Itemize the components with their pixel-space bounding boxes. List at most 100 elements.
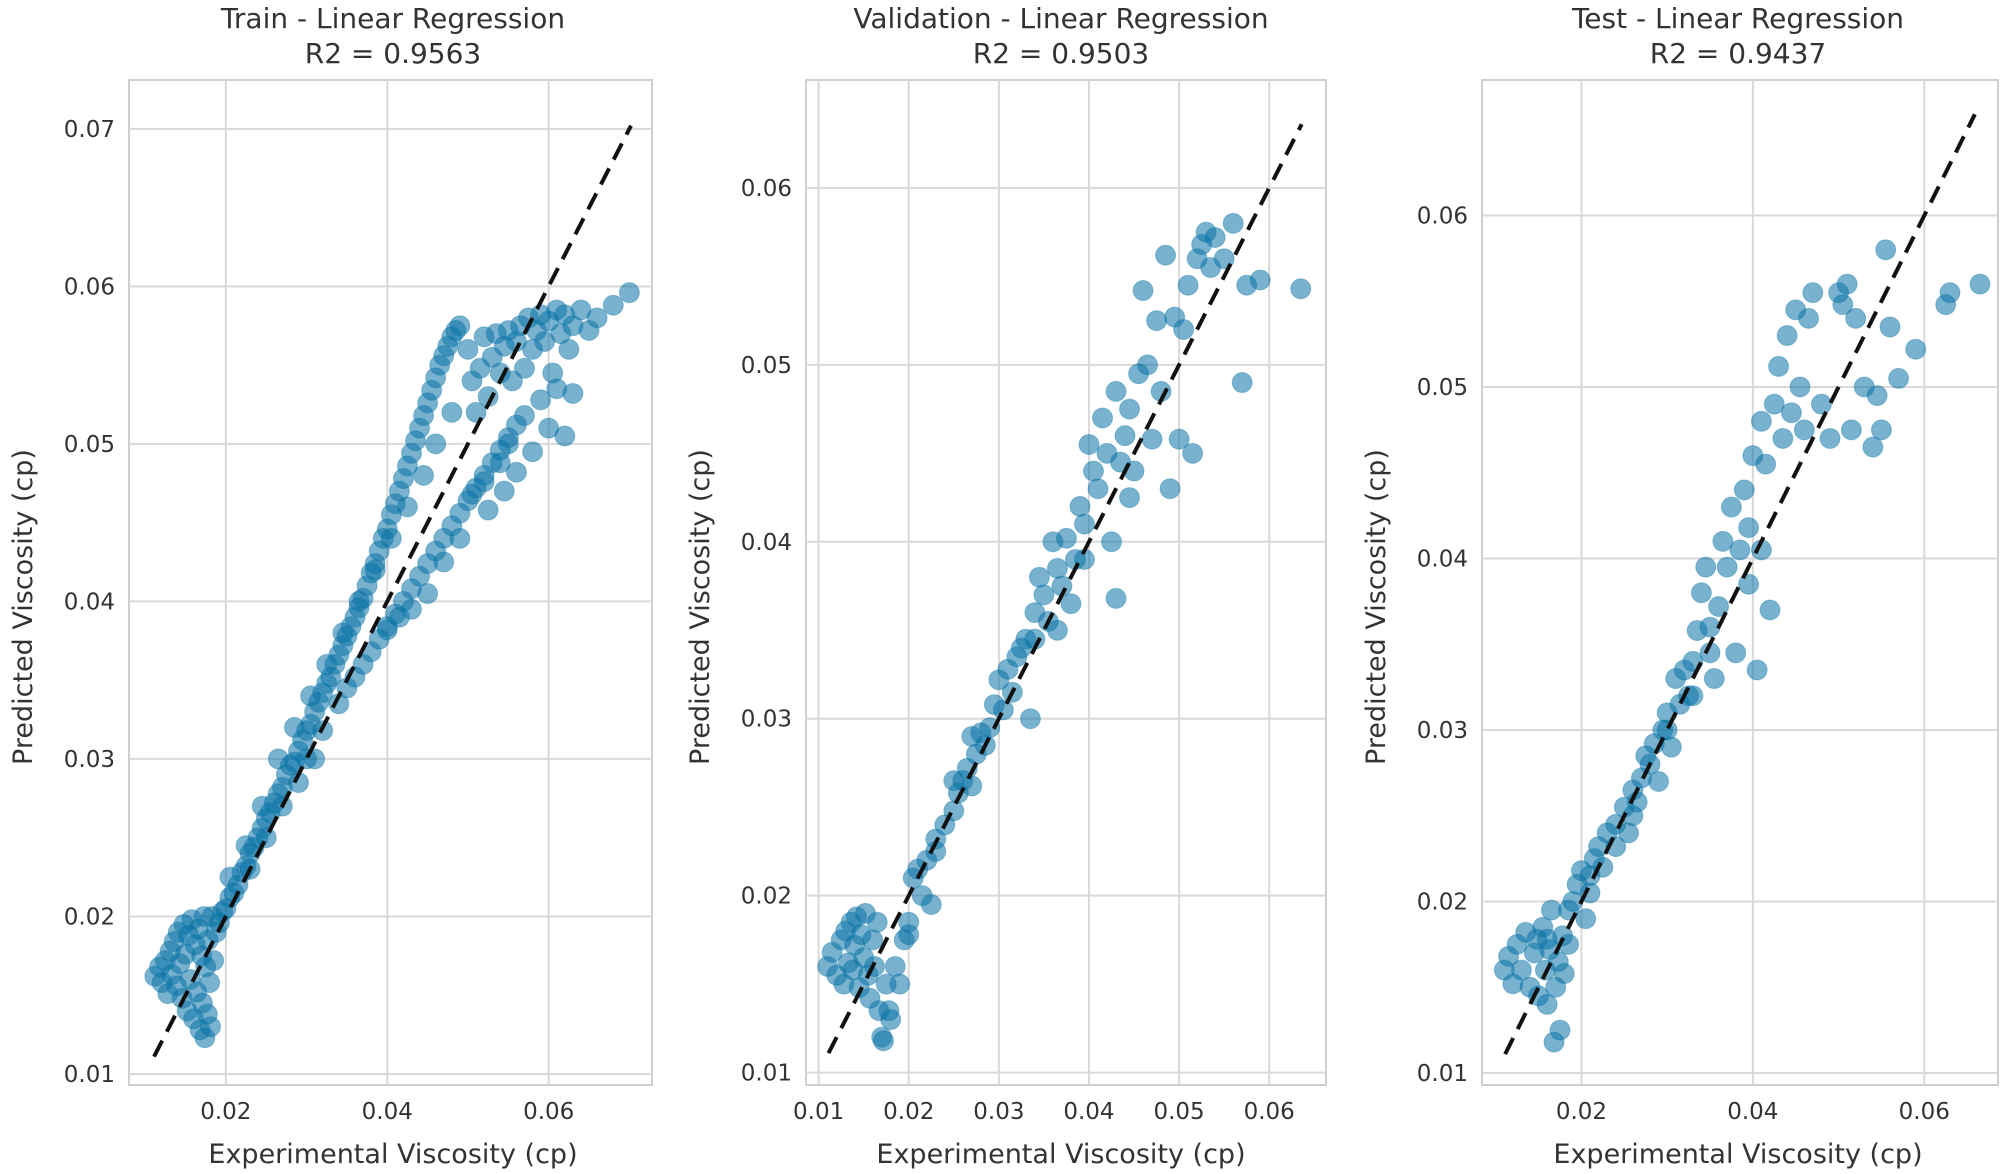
validation-y-tick-label: 0.06 — [741, 176, 792, 202]
validation-y-axis-label: Predicted Viscosity (cp) — [685, 449, 716, 765]
test-data-point — [1789, 376, 1811, 398]
train-data-point — [304, 748, 326, 770]
train-data-point — [283, 716, 305, 738]
test-y-tick-label: 0.03 — [1417, 718, 1468, 744]
test-data-point — [1832, 294, 1854, 316]
train-title: Train - Linear Regression — [220, 2, 565, 35]
test-data-point — [1845, 307, 1867, 329]
validation-data-point — [1114, 425, 1136, 447]
test-data-point — [1690, 582, 1712, 604]
validation-data-point — [884, 955, 906, 977]
validation-title: Validation - Linear Regression — [853, 2, 1268, 35]
test-data-point — [1729, 539, 1751, 561]
test-data-point — [1553, 963, 1575, 985]
validation-data-point — [1249, 269, 1271, 291]
validation-data-point — [1119, 398, 1141, 420]
test-y-tick-label: 0.04 — [1417, 546, 1468, 572]
validation-data-point — [1069, 495, 1091, 517]
validation-data-point — [1137, 354, 1159, 376]
validation-y-tick-label: 0.02 — [741, 884, 792, 910]
validation-data-point — [1019, 708, 1041, 730]
validation-data-point — [1105, 380, 1127, 402]
validation-data-point — [1290, 278, 1312, 300]
test-data-point — [1836, 273, 1858, 295]
test-data-point — [1746, 659, 1768, 681]
test-data-point — [1802, 282, 1824, 304]
test-data-point — [1759, 599, 1781, 621]
train-y-tick-label: 0.04 — [64, 589, 115, 615]
validation-panel: Validation - Linear Regression R2 = 0.95… — [685, 2, 1327, 1170]
train-data-point — [441, 401, 463, 423]
train-data-point — [558, 338, 580, 360]
train-panel: Train - Linear Regression R2 = 0.9563 Ex… — [8, 2, 653, 1170]
validation-data-point — [1082, 460, 1104, 482]
train-data-point — [235, 835, 257, 857]
validation-x-tick-label: 0.04 — [1063, 1099, 1114, 1125]
validation-y-tick-label: 0.04 — [741, 530, 792, 556]
test-data-point — [1772, 427, 1794, 449]
train-y-tick-label: 0.06 — [64, 274, 115, 300]
validation-y-tick-label: 0.01 — [741, 1061, 792, 1087]
validation-data-point — [866, 911, 888, 933]
test-data-point — [1969, 273, 1991, 295]
train-data-point — [497, 433, 519, 455]
train-data-point — [554, 425, 576, 447]
test-data-point — [1862, 436, 1884, 458]
train-data-point — [380, 527, 402, 549]
test-data-point — [1905, 338, 1927, 360]
test-y-tick-label: 0.01 — [1417, 1061, 1468, 1087]
train-x-axis-label: Experimental Viscosity (cp) — [208, 1139, 577, 1170]
validation-data-point — [889, 973, 911, 995]
test-data-point — [1840, 419, 1862, 441]
test-data-point — [1716, 556, 1738, 578]
test-data-point — [1656, 719, 1678, 741]
validation-data-point — [1146, 310, 1168, 332]
test-data-point — [1738, 573, 1760, 595]
validation-data-point — [1078, 433, 1100, 455]
test-identity-line — [1503, 113, 1977, 1056]
test-data-point — [1870, 419, 1892, 441]
test-data-point — [1780, 402, 1802, 424]
train-y-tick-label: 0.07 — [64, 117, 115, 143]
train-data-point — [513, 405, 535, 427]
validation-data-point — [1119, 487, 1141, 509]
test-data-point — [1725, 642, 1747, 664]
test-data-point — [1755, 453, 1777, 475]
validation-data-point — [1091, 407, 1113, 429]
train-data-point — [316, 653, 338, 675]
train-x-tick-label: 0.02 — [200, 1099, 251, 1125]
test-data-point — [1879, 316, 1901, 338]
train-data-point — [473, 471, 495, 493]
validation-data-point — [1231, 372, 1253, 394]
train-data-point — [332, 622, 354, 644]
test-data-point — [1703, 668, 1725, 690]
test-data-point — [1810, 393, 1832, 415]
test-data-point — [1939, 282, 1961, 304]
validation-data-point — [873, 1030, 895, 1052]
test-data-point — [1738, 517, 1760, 539]
train-y-tick-label: 0.02 — [64, 904, 115, 930]
validation-points — [817, 212, 1312, 1052]
test-y-tick-label: 0.06 — [1417, 203, 1468, 229]
test-data-point — [1776, 325, 1798, 347]
train-x-tick-label: 0.04 — [362, 1099, 413, 1125]
validation-data-point — [880, 1009, 902, 1031]
validation-data-point — [1033, 584, 1055, 606]
test-data-point — [1536, 993, 1558, 1015]
train-data-point — [413, 464, 435, 486]
test-x-tick-label: 0.06 — [1899, 1099, 1950, 1125]
train-y-tick-label: 0.05 — [64, 432, 115, 458]
test-data-point — [1712, 530, 1734, 552]
validation-data-point — [1105, 587, 1127, 609]
validation-data-point — [1204, 226, 1226, 248]
validation-data-point — [862, 929, 884, 951]
test-panel: Test - Linear Regression R2 = 0.9437 Exp… — [1361, 2, 1999, 1170]
train-data-point — [348, 590, 370, 612]
train-data-point — [449, 527, 471, 549]
validation-x-axis-label: Experimental Viscosity (cp) — [876, 1139, 1245, 1170]
train-data-point — [200, 1016, 222, 1038]
train-data-point — [396, 496, 418, 518]
test-y-axis-label: Predicted Viscosity (cp) — [1361, 449, 1392, 765]
validation-r2-subtitle: R2 = 0.9503 — [973, 37, 1150, 70]
